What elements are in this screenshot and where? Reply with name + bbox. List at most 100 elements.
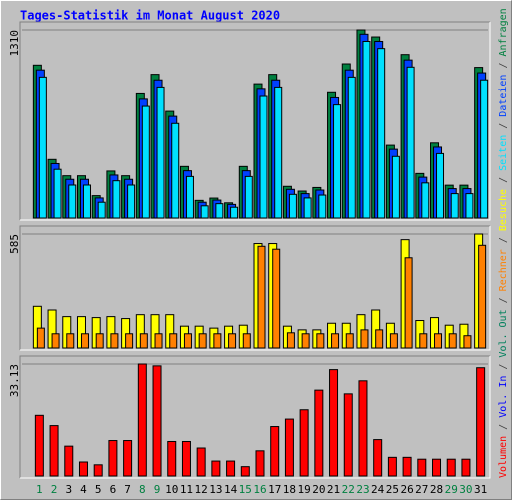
bar [215, 203, 224, 219]
bar [421, 182, 430, 219]
x-tick-label: 20 [312, 483, 325, 496]
bar [257, 245, 266, 349]
bar [112, 180, 121, 219]
bar [110, 333, 119, 349]
bar [345, 333, 354, 349]
x-tick-label: 12 [195, 483, 208, 496]
x-tick-label: 6 [110, 483, 117, 496]
x-tick-label: 17 [268, 483, 281, 496]
bar [284, 418, 294, 477]
bar [329, 369, 339, 477]
bar [301, 333, 310, 349]
bar [64, 445, 74, 477]
bar [478, 244, 487, 349]
bar [244, 175, 253, 219]
bar [303, 197, 312, 219]
bar [255, 450, 265, 477]
x-tick-label: 22 [342, 483, 355, 496]
legend-separator: / [498, 171, 509, 189]
bar [152, 365, 162, 477]
bar [95, 333, 104, 349]
bar [331, 333, 340, 349]
bar [53, 168, 62, 219]
bar [228, 333, 237, 349]
x-tick-label: 29 [445, 483, 458, 496]
bar [375, 329, 384, 349]
bar [242, 333, 251, 349]
bar [200, 205, 209, 219]
x-tick-label: 21 [327, 483, 340, 496]
x-tick-label: 15 [239, 483, 252, 496]
bar [80, 333, 89, 349]
bar [211, 460, 221, 477]
bar [434, 333, 443, 349]
bar [139, 333, 148, 349]
panel-border [20, 356, 491, 479]
x-tick-label: 28 [430, 483, 443, 496]
bar [347, 76, 356, 219]
x-tick-label: 4 [80, 483, 87, 496]
legend: Volumen / Vol. In / Vol. Out / Rechner /… [498, 8, 509, 478]
legend-entry: Volumen [498, 436, 509, 478]
bar [230, 206, 239, 219]
bar [480, 79, 489, 219]
panel [20, 356, 490, 478]
bar [476, 367, 486, 477]
bar [196, 447, 206, 477]
bar [417, 458, 427, 477]
chart-title: Tages-Statistik im Monat August 2020 [20, 9, 280, 23]
bar [78, 461, 88, 477]
x-tick-label: 2 [51, 483, 58, 496]
x-tick-label: 30 [459, 483, 472, 496]
bar [167, 440, 177, 477]
bar [406, 66, 415, 219]
x-tick-label: 9 [154, 483, 161, 496]
bar [448, 333, 457, 349]
bar [183, 333, 192, 349]
bar [185, 175, 194, 219]
bar [404, 257, 413, 349]
bar [137, 363, 147, 477]
bar [97, 201, 106, 219]
x-tick-label: 5 [95, 483, 102, 496]
panel-border [20, 226, 491, 351]
bar [171, 122, 180, 219]
bar [461, 458, 471, 477]
bar [377, 48, 386, 219]
bar [127, 184, 136, 219]
bar [34, 414, 44, 477]
bar [432, 458, 442, 477]
x-tick-label: 26 [400, 483, 413, 496]
x-tick-label: 7 [124, 483, 131, 496]
legend-entry: Seiten [498, 135, 509, 171]
bar [446, 458, 456, 477]
bar [274, 86, 283, 219]
bar [213, 333, 222, 349]
legend-entry: Besuche [498, 189, 509, 231]
x-tick-label: 25 [386, 483, 399, 496]
bar [272, 248, 281, 349]
bar [108, 440, 118, 477]
bar [49, 425, 59, 477]
bar [333, 104, 342, 219]
bar [463, 335, 472, 349]
bar [314, 389, 324, 477]
bar [154, 333, 163, 349]
bar [66, 333, 75, 349]
bar [343, 393, 353, 477]
bar [68, 184, 77, 219]
legend-entry: Vol. Out [498, 309, 509, 357]
legend-separator: / [498, 291, 509, 309]
bar [141, 105, 150, 219]
bar [156, 86, 165, 219]
legend-entry: Dateien [498, 75, 509, 117]
bar [226, 460, 236, 477]
bar [93, 464, 103, 477]
x-tick-label: 19 [298, 483, 311, 496]
bar [387, 456, 397, 477]
panel-border [19, 355, 490, 478]
bar [198, 333, 207, 349]
legend-separator: / [498, 117, 509, 135]
bar [299, 409, 309, 477]
